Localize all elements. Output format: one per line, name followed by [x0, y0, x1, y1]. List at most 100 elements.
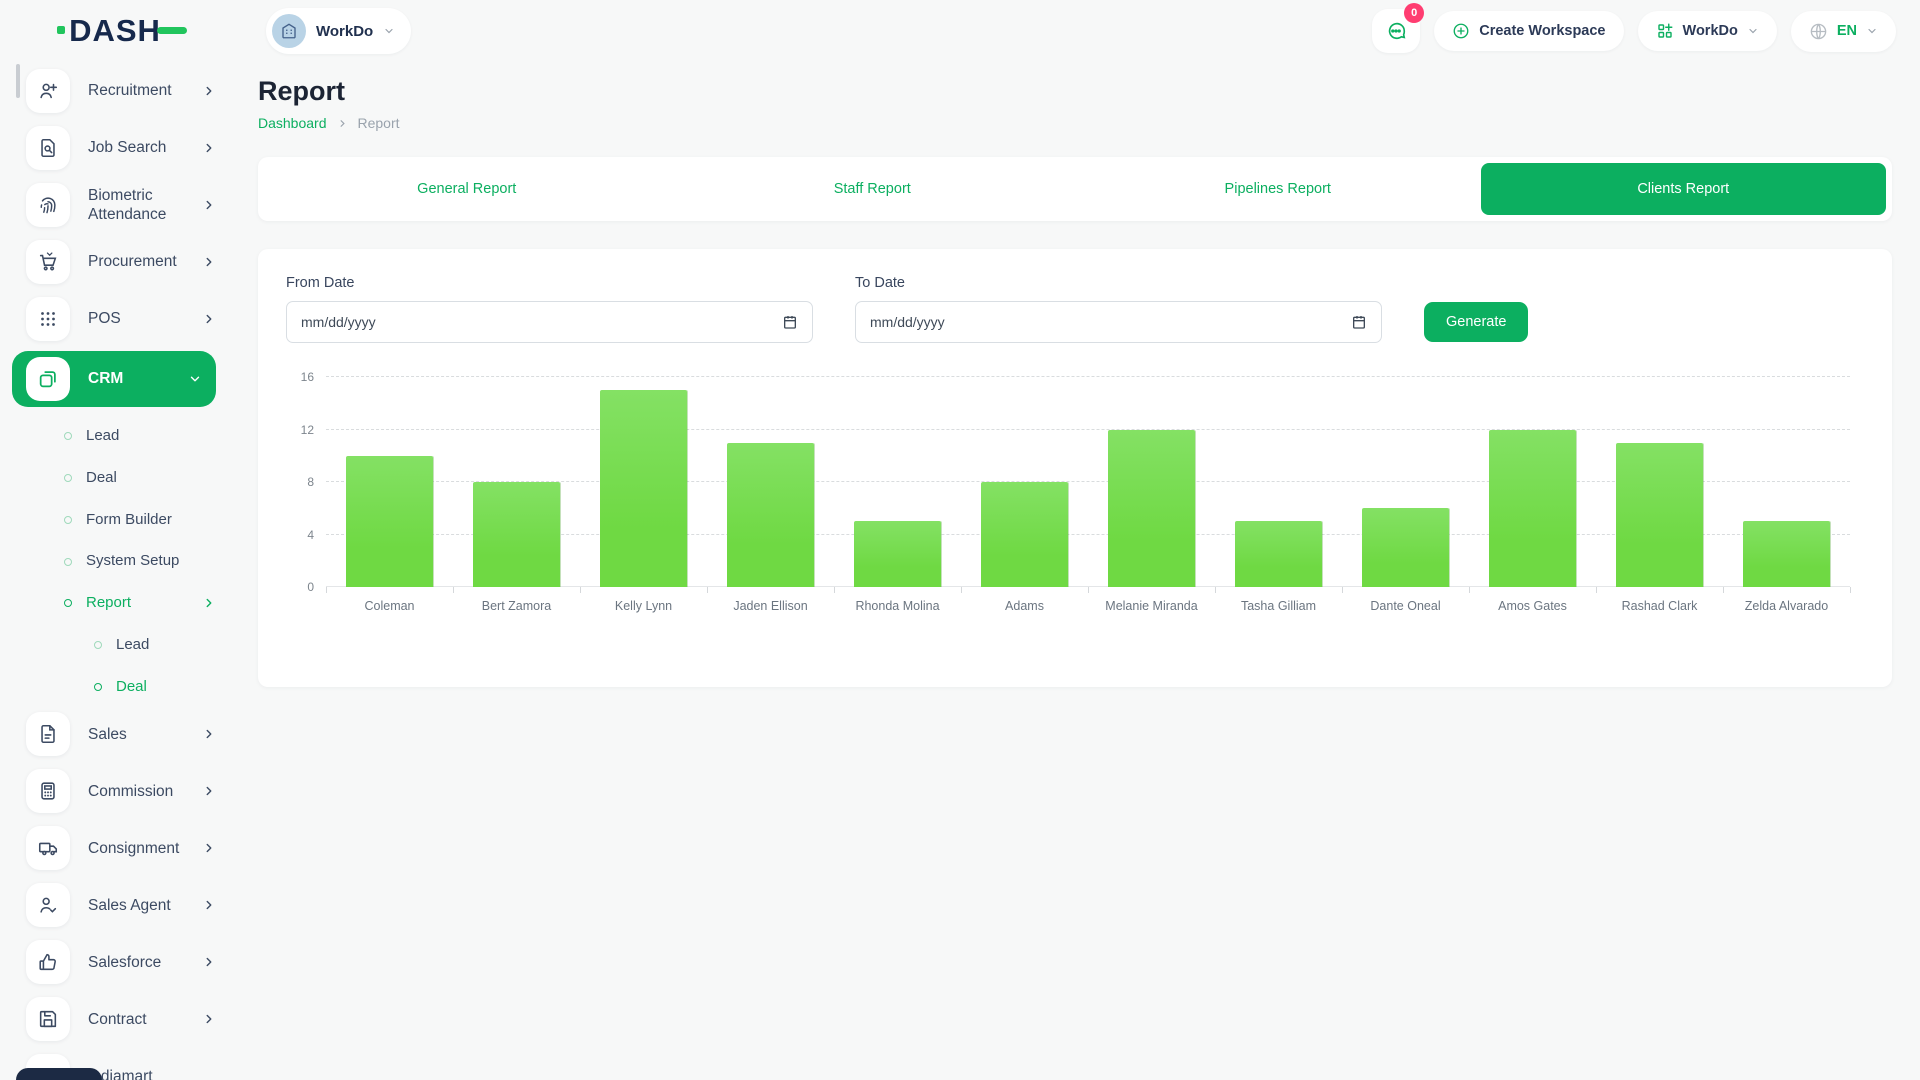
sidebar-item-crm[interactable]: CRM [12, 351, 216, 407]
chevron-right-icon [202, 727, 216, 741]
filter-row: From Date mm/dd/yyyy To Date mm/dd/yyyy … [286, 275, 1864, 343]
bar-rashad-clark [1616, 442, 1703, 587]
calendar-icon[interactable] [782, 314, 798, 330]
sidebar-item-deal[interactable]: Deal [0, 668, 230, 707]
tab-general-report[interactable]: General Report [417, 181, 517, 197]
chart-bar-slot [1469, 377, 1596, 587]
bar-melanie-miranda [1108, 429, 1195, 587]
y-axis-tick-label: 16 [300, 370, 314, 384]
chart-gridline [326, 586, 1850, 587]
circle-bullet-icon [64, 432, 72, 441]
chevron-down-icon [188, 372, 202, 386]
sidebar-item-deal[interactable]: Deal [0, 459, 230, 498]
bar-tasha-gilliam [1235, 521, 1322, 587]
x-axis-category-label: Rashad Clark [1621, 599, 1698, 613]
user-plus-icon [26, 69, 70, 113]
x-axis-tick [707, 587, 708, 593]
tab-clients-report[interactable]: Clients Report [1480, 163, 1886, 215]
calendar-icon[interactable] [1351, 314, 1367, 330]
chevron-right-icon [337, 118, 348, 129]
sidebar-item-label: Consignment [88, 839, 180, 857]
chart-bar-slot [1088, 377, 1215, 587]
breadcrumb-current: Report [357, 115, 400, 131]
header-actions: 0 Create Workspace WorkDo EN [1372, 3, 1896, 53]
sidebar-item-sales[interactable]: Sales [0, 709, 230, 759]
chart-bar-slot [453, 377, 580, 587]
from-date-input[interactable]: mm/dd/yyyy [286, 301, 813, 343]
chevron-right-icon [202, 784, 216, 798]
logo-zone: DASH [0, 13, 230, 49]
breadcrumb-dashboard-link[interactable]: Dashboard [258, 115, 327, 131]
x-axis-tick [1596, 587, 1597, 593]
y-axis-tick-label: 4 [307, 527, 314, 542]
x-axis-category-label: Amos Gates [1498, 599, 1567, 613]
sidebar-item-biometric-attendance[interactable]: Biometric Attendance [0, 180, 230, 230]
grid-dots-icon [26, 297, 70, 341]
building-icon [282, 23, 296, 39]
x-axis-category-label: Adams [1005, 599, 1044, 613]
chevron-right-icon [202, 596, 216, 610]
app-logo[interactable]: DASH [57, 13, 187, 49]
sidebar-item-contract[interactable]: Contract [0, 994, 230, 1044]
x-axis-tick [453, 587, 454, 593]
sidebar-item-label: Deal [86, 468, 117, 486]
globe-icon [1810, 23, 1827, 39]
chevron-right-icon [202, 312, 216, 326]
save-icon [26, 997, 70, 1042]
sidebar-item-label: Deal [116, 677, 147, 695]
workspace-menu-button[interactable]: WorkDo [1637, 11, 1777, 51]
top-header: DASH WorkDo 0 Create Workspace WorkDo [0, 0, 1920, 62]
y-axis-tick-label: 0 [307, 580, 314, 594]
create-workspace-button[interactable]: Create Workspace [1434, 11, 1624, 51]
sidebar-item-label: Contract [88, 1010, 147, 1028]
chevron-right-icon [202, 198, 216, 212]
x-axis-tick [1215, 587, 1216, 593]
sidebar-item-sales-agent[interactable]: Sales Agent [0, 880, 230, 930]
language-selector[interactable]: EN [1790, 10, 1896, 52]
sidebar-item-partial[interactable] [16, 1068, 102, 1080]
sidebar-item-consignment[interactable]: Consignment [0, 823, 230, 873]
chevron-right-icon [202, 141, 216, 155]
sidebar-item-label: Sales [88, 725, 127, 743]
sidebar-item-salesforce[interactable]: Salesforce [0, 937, 230, 987]
sidebar-item-system-setup[interactable]: System Setup [0, 542, 230, 581]
thumbs-up-icon [26, 940, 70, 985]
sidebar-item-lead[interactable]: Lead [0, 417, 230, 456]
sidebar-item-report[interactable]: Report [0, 584, 230, 623]
sidebar-item-recruitment[interactable]: Recruitment [0, 66, 230, 116]
sidebar-item-label: Form Builder [86, 510, 172, 528]
sidebar-item-form-builder[interactable]: Form Builder [0, 501, 230, 540]
tab-pipelines-report[interactable]: Pipelines Report [1224, 181, 1331, 197]
messages-button[interactable]: 0 [1372, 3, 1425, 53]
sidebar-item-lead[interactable]: Lead [0, 626, 230, 665]
sidebar-item-label: Recruitment [88, 82, 172, 100]
sidebar-item-pos[interactable]: POS [0, 294, 230, 344]
chevron-right-icon [202, 955, 216, 969]
workspace-menu-label: WorkDo [1682, 23, 1738, 39]
workspace-switcher[interactable]: WorkDo [266, 8, 412, 54]
chart-bar-slot [580, 377, 707, 587]
x-axis-tick [834, 587, 835, 593]
main-content: Report Dashboard Report General Report St… [230, 62, 1920, 1080]
chart-bar-slot [1215, 377, 1342, 587]
chevron-down-icon [383, 25, 395, 37]
circle-bullet-icon [64, 474, 72, 483]
sidebar-item-commission[interactable]: Commission [0, 766, 230, 816]
to-date-placeholder: mm/dd/yyyy [870, 314, 945, 330]
sidebar-item-label: CRM [88, 370, 124, 388]
bar-adams [981, 482, 1068, 587]
chart-gridline [326, 428, 1850, 430]
chart-x-axis: Coleman Bert Zamora Kelly Lynn Jaden Elliso… [286, 587, 1864, 613]
chart-y-axis: 0 4 8 12 16 [286, 370, 326, 594]
generate-button[interactable]: Generate [1424, 302, 1529, 342]
sidebar-item-job-search[interactable]: Job Search [0, 123, 230, 173]
create-workspace-label: Create Workspace [1479, 23, 1606, 39]
chart-bar-slot [326, 377, 453, 587]
sidebar-scrollbar[interactable] [16, 64, 20, 98]
report-filter-card: From Date mm/dd/yyyy To Date mm/dd/yyyy … [258, 249, 1892, 687]
to-date-input[interactable]: mm/dd/yyyy [855, 301, 1382, 343]
tab-staff-report[interactable]: Staff Report [833, 181, 911, 197]
sidebar-item-procurement[interactable]: Procurement [0, 237, 230, 287]
bar-coleman [346, 455, 433, 587]
grid-plus-icon [1657, 23, 1672, 38]
